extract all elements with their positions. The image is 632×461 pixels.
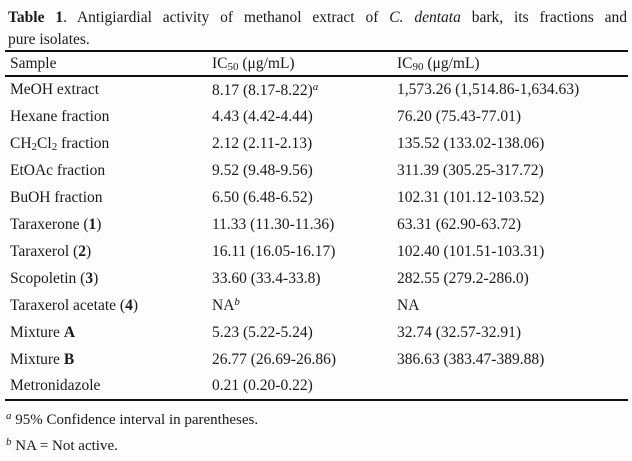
ic50-cell: 33.60 (33.4-33.8)	[212, 269, 321, 287]
ic50-cell: 11.33 (11.30-11.36)	[212, 215, 335, 233]
footnote-b: b NA = Not active.	[6, 435, 118, 454]
ic90-cell: 63.31 (62.90-63.72)	[397, 215, 521, 233]
caption-line-2: pure isolates.	[8, 30, 90, 48]
header-row: Sample IC50 (μg/mL) IC90 (μg/mL)	[5, 51, 628, 77]
ic50-cell: 8.17 (8.17-8.22)a	[212, 80, 319, 99]
ic90-cell: 1,573.26 (1,514.86-1,634.63)	[397, 81, 580, 98]
sample-cell: Taraxerol (2)	[10, 242, 92, 260]
table-row: MeOH extract 8.17 (8.17-8.22)a 1,573.26 (1…	[5, 76, 628, 103]
ic90-cell: NA	[397, 296, 420, 314]
sample-cell: MeOH extract	[10, 81, 100, 98]
ic50-cell: 2.12 (2.11-2.13)	[212, 134, 313, 152]
ic50-cell: 16.11 (16.05-16.17)	[212, 242, 336, 260]
sample-cell: EtOAc fraction	[10, 161, 106, 179]
table-row: Metronidazole 0.21 (0.20-0.22)	[5, 373, 628, 400]
ic50-cell: 4.43 (4.42-4.44)	[212, 107, 313, 125]
table-row: Taraxerone (1) 11.33 (11.30-11.36) 63.31 (…	[5, 211, 628, 238]
table-row: Taraxerol (2) 16.11 (16.05-16.17) 102.40 (…	[5, 238, 628, 265]
ic90-cell	[397, 373, 628, 400]
col-header-ic90: IC90 (μg/mL)	[397, 51, 628, 77]
col-header-ic50: IC50 (μg/mL)	[212, 51, 397, 77]
table-row: CH2Cl2 fraction 2.12 (2.11-2.13) 135.52 (1…	[5, 130, 628, 157]
sample-cell: CH2Cl2 fraction	[10, 134, 110, 153]
sample-cell: Mixture B	[10, 350, 75, 368]
table-caption: Table 1. Antigiardial activity of methan…	[8, 7, 627, 50]
ic50-cell: 0.21 (0.20-0.22)	[212, 377, 313, 394]
sample-cell: BuOH fraction	[10, 188, 103, 206]
sample-cell: Scopoletin (3)	[10, 269, 99, 287]
table-row: Mixture A 5.23 (5.22-5.24) 32.74 (32.57-32…	[5, 319, 628, 346]
table-row: Hexane fraction 4.43 (4.42-4.44) 76.20 (75…	[5, 103, 628, 130]
sample-cell: Taraxerone (1)	[10, 215, 102, 233]
results-table: Sample IC50 (μg/mL) IC90 (μg/mL) MeOH ex…	[5, 50, 628, 401]
caption-line-1: Table 1. Antigiardial activity of methan…	[8, 9, 627, 26]
sample-cell: Taraxerol acetate (4)	[10, 296, 138, 314]
table-row: Mixture B 26.77 (26.69-26.86) 386.63 (383.…	[5, 346, 628, 373]
ic90-cell: 76.20 (75.43-77.01)	[397, 107, 521, 125]
ic90-cell: 135.52 (133.02-138.06)	[397, 134, 545, 152]
ic90-cell: 311.39 (305.25-317.72)	[397, 161, 544, 179]
footnotes: a 95% Confidence interval in parentheses…	[6, 406, 628, 457]
table-body: MeOH extract 8.17 (8.17-8.22)a 1,573.26 (1…	[5, 76, 628, 400]
sample-cell: Metronidazole	[10, 377, 101, 394]
ic90-cell: 386.63 (383.47-389.88)	[397, 350, 545, 368]
col-header-sample: Sample	[5, 51, 212, 77]
ic50-cell: 5.23 (5.22-5.24)	[212, 323, 313, 341]
ic50-cell: 9.52 (9.48-9.56)	[212, 161, 313, 179]
table-row: EtOAc fraction 9.52 (9.48-9.56) 311.39 (30…	[5, 157, 628, 184]
ic90-cell: 282.55 (279.2-286.0)	[397, 269, 529, 287]
ic90-cell: 102.40 (101.51-103.31)	[397, 242, 545, 260]
ic90-cell: 102.31 (101.12-103.52)	[397, 188, 545, 206]
table-row: BuOH fraction 6.50 (6.48-6.52) 102.31 (101…	[5, 184, 628, 211]
sample-cell: Mixture A	[10, 323, 76, 341]
ic50-cell: NAb	[212, 296, 240, 314]
ic90-cell: 32.74 (32.57-32.91)	[397, 323, 521, 341]
table-row: Scopoletin (3) 33.60 (33.4-33.8) 282.55 (2…	[5, 265, 628, 292]
sample-cell: Hexane fraction	[10, 107, 110, 125]
table-row: Taraxerol acetate (4) NAb NA	[5, 292, 628, 319]
footnote-a: a 95% Confidence interval in parentheses…	[6, 410, 259, 428]
ic50-cell: 26.77 (26.69-26.86)	[212, 350, 336, 368]
ic50-cell: 6.50 (6.48-6.52)	[212, 188, 313, 206]
